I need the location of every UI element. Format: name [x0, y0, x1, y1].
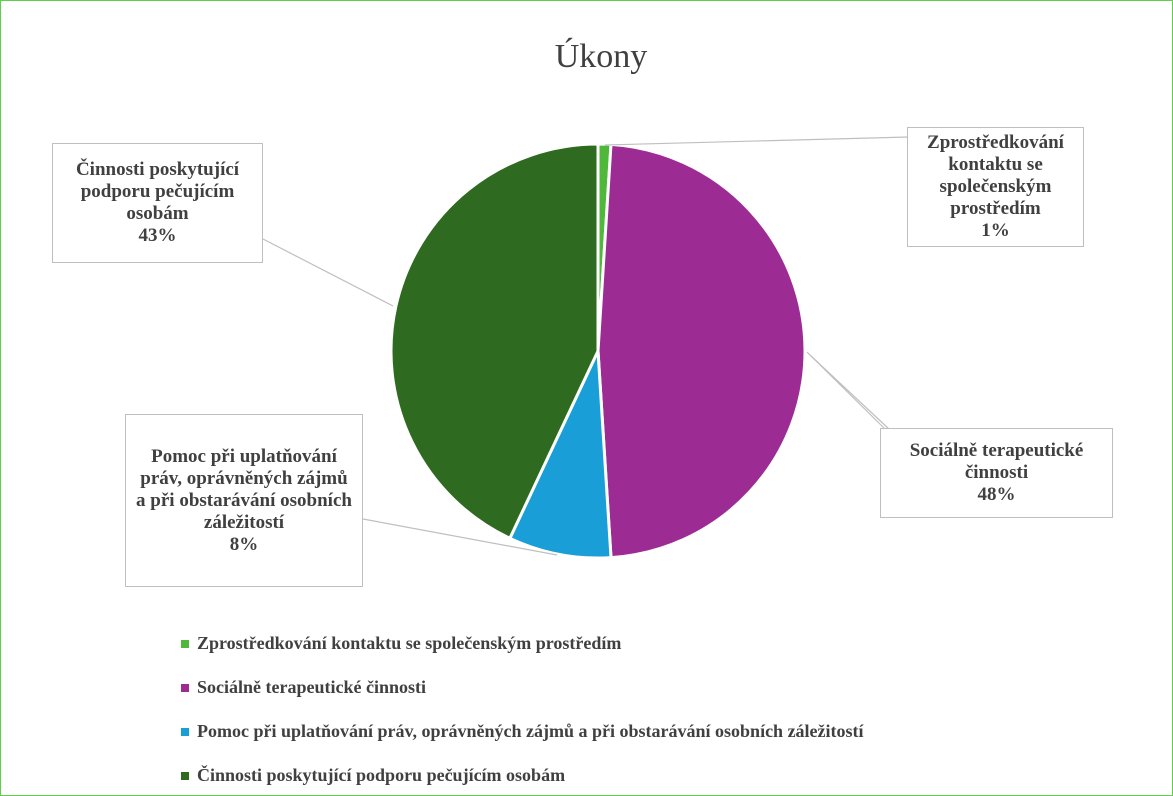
data-label: Zprostředkování kontaktu se společenským…: [907, 127, 1084, 247]
data-label-value: 8%: [229, 533, 259, 555]
leader-line: [604, 136, 909, 146]
legend-swatch: [181, 771, 189, 780]
data-label-category: Činnosti poskytující podporu pečujícím o…: [75, 159, 240, 224]
data-label-category: Pomoc při uplatňování práv, oprávněných …: [136, 445, 352, 533]
pie-slice: [596, 142, 807, 560]
data-label-category: Sociálně terapeutické činnosti: [909, 440, 1084, 483]
data-label-category: Zprostředkování kontaktu se společenským…: [927, 132, 1064, 219]
pie-slice: [389, 142, 600, 541]
legend-label: Zprostředkování kontaktu se společenským…: [197, 633, 622, 653]
legend-item: Zprostředkování kontaktu se společenským…: [181, 633, 621, 654]
legend-swatch: [181, 639, 189, 648]
data-label: Pomoc při uplatňování práv, oprávněných …: [125, 414, 363, 587]
pie-slice: [507, 350, 613, 560]
legend-swatch: [181, 683, 189, 692]
leader-line: [362, 518, 558, 556]
legend-item: Pomoc při uplatňování práv, oprávněných …: [181, 721, 864, 742]
legend-label: Činnosti poskytující podporu pečujícím o…: [197, 765, 566, 785]
legend-swatch: [181, 727, 189, 736]
legend-item: Sociálně terapeutické činnosti: [181, 677, 426, 698]
data-label-value: 48%: [977, 484, 1016, 505]
data-label-value: 43%: [138, 225, 177, 246]
data-label: Činnosti poskytující podporu pečujícím o…: [52, 143, 263, 263]
leader-line: [262, 238, 394, 307]
leader-line: [810, 355, 890, 430]
legend-label: Pomoc při uplatňování práv, oprávněných …: [197, 721, 864, 741]
chart-title: Úkony: [555, 37, 648, 75]
data-label: Sociálně terapeutické činnosti 48%: [880, 428, 1113, 518]
legend-label: Sociálně terapeutické činnosti: [197, 677, 426, 697]
data-label-value: 1%: [981, 220, 1010, 241]
slices: [389, 142, 807, 560]
legend-item: Činnosti poskytující podporu pečujícím o…: [181, 765, 565, 786]
leader-lines: [262, 136, 909, 556]
